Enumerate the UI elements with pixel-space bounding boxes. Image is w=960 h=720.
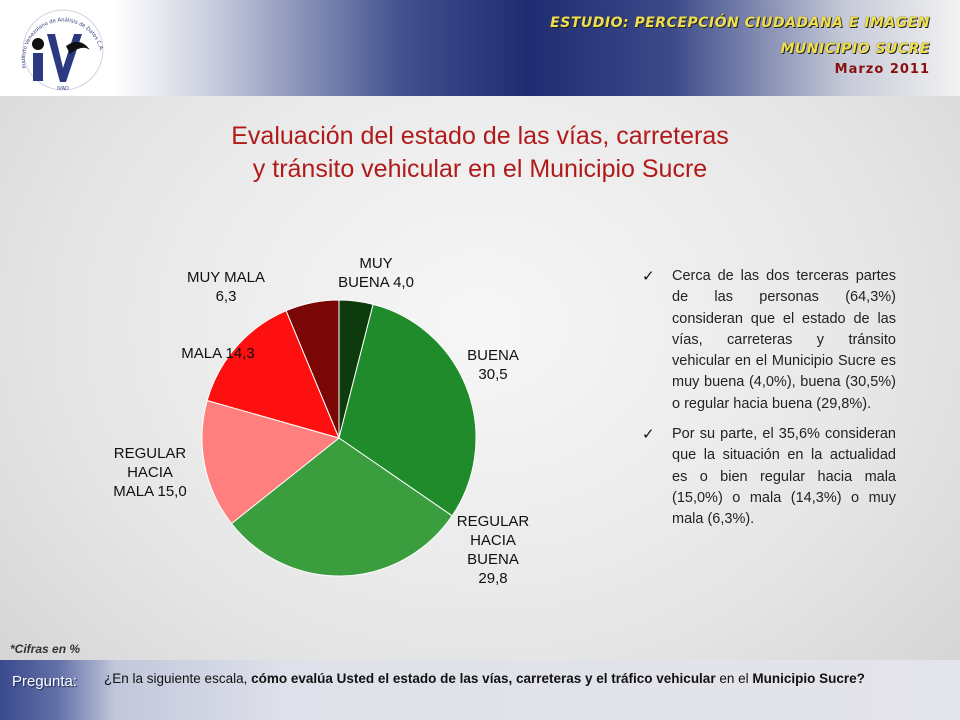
note-text: Cerca de las dos terceras partes de las …	[672, 268, 896, 412]
pie-slice	[230, 437, 453, 577]
footnote: *Cifras en %	[10, 642, 81, 656]
slice-label: REGULAR HACIA BUENA 29,8	[457, 513, 530, 587]
header-banner: Instituto Venezolano de Análisis de Dato…	[0, 0, 960, 96]
slice-label: MALA 14,3	[181, 345, 254, 362]
pie-slice	[338, 303, 477, 517]
checkmark-icon: ✓	[642, 425, 655, 444]
question-label: Pregunta:	[12, 673, 78, 690]
page-title: Evaluación del estado de las vías, carre…	[0, 120, 960, 186]
question-bar: Pregunta: ¿En la siguiente escala, cómo …	[0, 660, 960, 720]
checkmark-icon: ✓	[642, 267, 655, 285]
pie-slice	[206, 310, 340, 439]
pie-labels: MUY BUENA 4,0 BUENA 30,5 REGULAR HACIA BUENA 29…	[113, 255, 529, 587]
question-text-emphasis: cómo evalúa Usted el estado de las vías,…	[251, 671, 716, 686]
note-item: ✓ Cerca de las dos terceras partes de la…	[640, 266, 896, 415]
title-line-2: y tránsito vehicular en el Municipio Suc…	[252, 155, 708, 183]
question-text: ¿En la siguiente escala, cómo evalúa Ust…	[104, 669, 950, 689]
pie-slice	[285, 299, 340, 439]
slice-label: REGULAR HACIA MALA 15,0	[113, 445, 186, 500]
pie-slice	[201, 399, 341, 525]
note-text: Por su parte, el 35,6% consideran que la…	[672, 426, 896, 528]
slice-label: MUY MALA 6,3	[187, 269, 265, 305]
pie-slices	[201, 299, 477, 577]
study-date: Marzo 2011	[834, 62, 930, 77]
study-title: ESTUDIO: PERCEPCIÓN CIUDADANA E IMAGEN	[550, 15, 930, 31]
ivad-logo: Instituto Venezolano de Análisis de Dato…	[21, 9, 104, 92]
note-item: ✓ Por su parte, el 35,6% consideran que …	[640, 424, 896, 530]
municipality-title: MUNICIPIO SUCRE	[780, 41, 930, 57]
pie-chart: MUY BUENA 4,0 BUENA 30,5 REGULAR HACIA BUENA 29…	[113, 255, 529, 587]
title-line-1: Evaluación del estado de las vías, carre…	[231, 122, 729, 150]
question-text-part: en el	[715, 671, 753, 686]
logo-letters: IVAD	[57, 86, 69, 92]
slice-label: BUENA 30,5	[467, 347, 519, 383]
notes-list: ✓ Cerca de las dos terceras partes de la…	[640, 266, 896, 540]
question-text-emphasis: Municipio Sucre?	[752, 671, 865, 686]
question-text-part: ¿En la siguiente escala,	[104, 671, 252, 686]
slice-label: MUY BUENA 4,0	[338, 255, 414, 291]
